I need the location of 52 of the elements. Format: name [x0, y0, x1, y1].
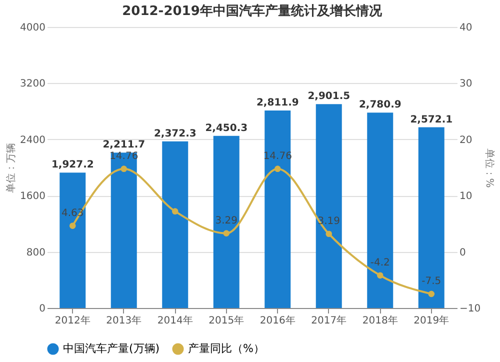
bar — [316, 104, 342, 308]
bar — [213, 136, 240, 308]
x-tick-label: 2019年 — [414, 314, 450, 326]
y-tick-label: 0 — [39, 304, 46, 314]
data-label: 1,927.2 — [51, 160, 94, 171]
x-tick-label: 2016年 — [260, 314, 296, 326]
bar — [60, 172, 86, 308]
data-label: -4.2 — [370, 257, 390, 268]
chart-title: 2012-2019年中国汽车产量统计及增长情况 — [122, 3, 383, 19]
y2-tick-label: 30 — [460, 78, 472, 90]
y2-tick-label: 40 — [460, 22, 472, 34]
bar — [264, 110, 291, 308]
x-tick-label: 2015年 — [208, 314, 244, 326]
data-label: 2,211.7 — [102, 140, 146, 151]
point — [120, 166, 128, 172]
x-tick-label: 2012年 — [54, 314, 90, 326]
data-label: 2,780.9 — [358, 100, 402, 111]
y2-tick-label: −10 — [460, 304, 481, 314]
point — [172, 208, 178, 214]
y2-tick-label: 20 — [460, 134, 472, 146]
legend-label: 中国汽车产量(万辆) — [63, 342, 160, 355]
legend-label: 产量同比（%） — [188, 342, 264, 355]
y-tick-label: 800 — [26, 247, 46, 258]
bar — [110, 152, 137, 308]
y2-tick-label: 0 — [460, 247, 466, 258]
y-tick-label: 2400 — [20, 134, 46, 146]
x-tick-label: 2018年 — [362, 314, 398, 326]
y-axis-title: 单位：万辆 — [5, 143, 18, 193]
y2-tick-label: 10 — [460, 191, 472, 202]
point — [376, 272, 384, 279]
point — [428, 290, 435, 298]
x-tick-label: 2013年 — [106, 314, 142, 326]
y-tick-label: 3200 — [20, 78, 46, 90]
x-tick-label: 2017年 — [311, 314, 347, 326]
point — [274, 166, 281, 172]
bar — [418, 127, 444, 308]
point — [69, 222, 76, 229]
y2-axis-title: 单位：% — [484, 148, 496, 188]
data-label: -7.5 — [422, 276, 442, 287]
bar — [162, 141, 188, 308]
data-label: 2,811.9 — [256, 97, 299, 108]
data-label: 3.29 — [215, 215, 238, 226]
y-tick-label: 4000 — [20, 22, 46, 34]
bar — [367, 112, 394, 308]
data-label: 2,901.5 — [308, 91, 350, 102]
data-label: 2,572.1 — [410, 114, 453, 126]
point — [326, 230, 332, 238]
data-label: 2,450.3 — [205, 122, 248, 134]
data-label: 2,372.3 — [154, 128, 196, 140]
x-tick-label: 2014年 — [157, 314, 193, 326]
y-tick-label: 1600 — [20, 191, 46, 202]
point — [223, 230, 230, 236]
